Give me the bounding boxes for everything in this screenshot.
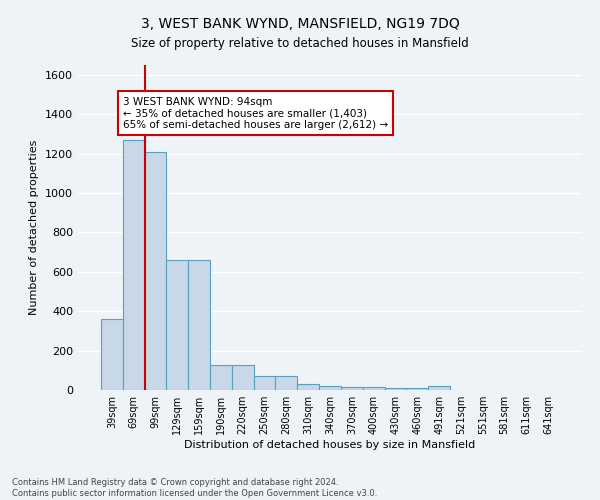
Bar xyxy=(123,140,145,390)
Bar xyxy=(319,386,341,390)
Bar xyxy=(166,260,188,390)
Bar xyxy=(232,366,254,390)
Text: 3, WEST BANK WYND, MANSFIELD, NG19 7DQ: 3, WEST BANK WYND, MANSFIELD, NG19 7DQ xyxy=(140,18,460,32)
Bar xyxy=(385,388,406,390)
Bar xyxy=(188,260,210,390)
Bar xyxy=(363,387,385,390)
Bar xyxy=(275,376,297,390)
Bar xyxy=(254,376,275,390)
Bar xyxy=(145,152,166,390)
Bar xyxy=(341,387,363,390)
X-axis label: Distribution of detached houses by size in Mansfield: Distribution of detached houses by size … xyxy=(184,440,476,450)
Bar xyxy=(210,366,232,390)
Text: 3 WEST BANK WYND: 94sqm
← 35% of detached houses are smaller (1,403)
65% of semi: 3 WEST BANK WYND: 94sqm ← 35% of detache… xyxy=(123,96,388,130)
Bar xyxy=(101,319,123,390)
Text: Contains HM Land Registry data © Crown copyright and database right 2024.
Contai: Contains HM Land Registry data © Crown c… xyxy=(12,478,377,498)
Bar xyxy=(428,386,450,390)
Bar xyxy=(297,384,319,390)
Text: Size of property relative to detached houses in Mansfield: Size of property relative to detached ho… xyxy=(131,38,469,51)
Bar xyxy=(406,388,428,390)
Y-axis label: Number of detached properties: Number of detached properties xyxy=(29,140,40,315)
